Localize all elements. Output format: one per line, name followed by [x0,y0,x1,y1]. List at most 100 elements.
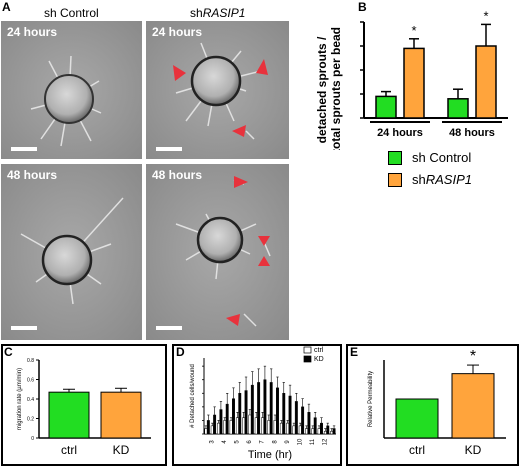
arrow-icon [256,59,268,75]
x-tick-label: 48 hours [449,127,495,139]
bar-d-ctrl [254,417,258,435]
bar-d-kd [269,382,273,435]
bar-b [447,98,469,119]
time-label-24h-rasip1: 24 hours [152,25,203,39]
bar-d-ctrl [261,417,264,435]
scale-bar [11,326,37,330]
x-tick-label: KD [113,443,130,457]
y-tick-label: 0.4 [27,397,34,403]
bar-d-ctrl [292,425,296,435]
significance-star: * [483,8,488,23]
x-tick-label: 10 [297,438,303,445]
bar-d-ctrl [323,431,327,435]
bar-d-ctrl [317,428,321,435]
bar-d-kd [301,406,305,435]
y-tick-label: 0.2 [27,417,34,423]
panel-d-letter: D [176,345,185,359]
bar-d-ctrl [217,422,220,435]
arrow-icon [258,256,270,266]
bar-d-kd [213,414,217,435]
bar-b [475,45,497,119]
bar-d-ctrl [242,417,246,435]
col-head-rasip1-italic: RASIP1 [202,6,246,20]
legend-b-control: sh Control [388,150,471,165]
scale-bar [11,147,37,151]
bar-d-kd [250,384,254,435]
y-axis-label: Relative Permeability [368,371,374,427]
y-axis-label: detached sprouts /total sprouts per bead [315,27,343,150]
x-tick-label: 24 hours [377,127,423,139]
panel-a-letter: A [2,0,11,14]
bar-d-kd [276,387,279,435]
arrow-icon [173,65,186,81]
x-tick-label: 8 [272,440,278,444]
legend-label-rasip1: shRASIP1 [412,172,472,187]
bar-d-kd [232,398,235,435]
bar-b [375,95,397,119]
legend-label: ctrl [314,347,324,354]
bar-d-ctrl [279,422,283,435]
bar-c [48,391,90,439]
legend-b-rasip1: shRASIP1 [388,172,472,187]
scale-bar [156,147,182,151]
arrow-icon [226,314,240,326]
bar-d-ctrl [311,428,315,435]
significance-star: * [411,23,416,38]
chart-e: Relative Permeability ctrl * KD [368,348,506,457]
x-tick-label: 3 [209,440,215,444]
x-tick-label: 5 [235,440,241,444]
bar-d-kd [244,390,248,435]
bar-d-kd [206,420,210,435]
time-label-48h-control: 48 hours [7,168,58,182]
legend-label-control: sh Control [412,150,472,165]
scale-bar [156,326,182,330]
bar-d-ctrl [273,420,277,435]
x-tick-label: ctrl [409,443,425,457]
bar-d-ctrl [298,425,302,435]
arrow-icon [258,236,270,246]
bar-d-kd [307,412,311,435]
arrow-icon [234,176,248,188]
legend-label-rasip1-prefix: sh [412,172,426,187]
panel-b-letter: B [358,0,367,14]
bar-d-ctrl [286,422,290,435]
bar-d-ctrl [267,420,271,435]
bar-d-kd [332,428,336,435]
bar-d-kd [288,395,292,435]
y-tick-label: 0.8 [27,358,34,364]
legend-swatch-green [388,150,402,165]
chart-c: 0 0.2 0.4 0.6 0.8 migration rate (µm/min) ctrl… [17,358,151,457]
micrograph-control-24h: 24 hours [1,21,142,159]
col-head-control: sh Control [44,6,99,20]
y-tick-label: 0.6 [27,378,34,384]
bead-control-48h [1,164,142,340]
x-tick-label: 11 [310,438,316,445]
micrograph-rasip1-24h: 24 hours [146,21,289,159]
chart-d: # Detached cells/wound 3 4 5 6 7 8 9 10 11 12 Time … [190,346,336,461]
legend-label-rasip1-italic: RASIP1 [425,172,472,187]
bar-d-kd [313,417,317,435]
bar-d-ctrl [305,428,308,435]
bead-rasip1-24h [146,21,289,159]
x-tick-label: 12 [323,438,329,445]
bead-rasip1-48h [146,164,289,340]
bar-d-kd [282,393,286,435]
bar-d-kd [326,425,330,435]
time-label-48h-rasip1: 48 hours [152,168,203,182]
x-tick-label: 9 [285,440,291,444]
bar-d-ctrl [229,420,233,435]
time-label-24h-control: 24 hours [7,25,58,39]
arrow-icon [232,125,246,137]
panel-c-letter: C [4,345,13,359]
micrograph-rasip1-48h: 48 hours [146,164,289,340]
x-tick-label: 7 [260,440,266,444]
micrograph-control-48h: 48 hours [1,164,142,340]
legend-swatch [303,346,312,354]
bar-d-ctrl [330,431,334,435]
bar-e [395,398,439,439]
bar-e [451,373,495,439]
x-axis-label: Time (hr) [248,449,292,461]
legend-swatch-orange [388,172,402,187]
bar-d-ctrl [235,417,239,435]
bar-d-kd [294,401,298,435]
